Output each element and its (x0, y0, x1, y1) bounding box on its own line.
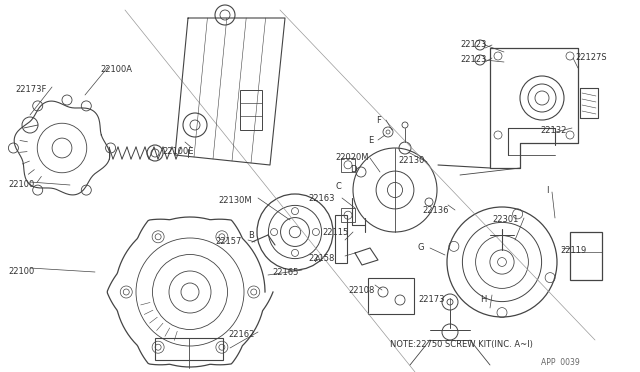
Bar (368, 278, 414, 314)
Text: C: C (336, 182, 342, 191)
Text: G: G (418, 243, 424, 252)
Text: 22158: 22158 (308, 254, 334, 263)
Text: 22100A: 22100A (100, 65, 132, 74)
Text: 22130: 22130 (398, 156, 424, 165)
Text: 22130M: 22130M (218, 196, 252, 205)
Text: 22115: 22115 (322, 228, 348, 237)
Bar (240, 90, 262, 130)
Text: D: D (350, 165, 356, 174)
Text: E: E (368, 136, 373, 145)
Text: APP  0039: APP 0039 (541, 358, 580, 367)
Text: 22100E: 22100E (162, 147, 193, 156)
Text: 22119: 22119 (560, 246, 586, 255)
Text: 22136: 22136 (422, 206, 449, 215)
Text: 22127S: 22127S (575, 53, 607, 62)
Text: 22132: 22132 (540, 126, 566, 135)
Text: 22108: 22108 (348, 286, 374, 295)
Text: B: B (248, 231, 254, 240)
Text: F: F (376, 116, 381, 125)
Bar (341, 158, 355, 172)
Text: 22173: 22173 (418, 295, 445, 304)
Text: 22301: 22301 (492, 215, 518, 224)
Text: 22157: 22157 (215, 237, 241, 246)
Text: I: I (546, 186, 548, 195)
Text: 22100: 22100 (8, 267, 35, 276)
Text: NOTE:22750 SCREW KIT(INC. A~I): NOTE:22750 SCREW KIT(INC. A~I) (390, 340, 533, 349)
Bar (155, 338, 223, 360)
Text: 22123: 22123 (460, 40, 486, 49)
Bar (341, 208, 355, 222)
Bar (570, 232, 602, 280)
Text: 22163: 22163 (308, 194, 335, 203)
Text: 22165: 22165 (272, 268, 298, 277)
Bar (335, 215, 347, 263)
Text: 22100: 22100 (8, 180, 35, 189)
Text: 22020M: 22020M (335, 153, 369, 162)
Text: A: A (315, 255, 321, 264)
Text: 22123: 22123 (460, 55, 486, 64)
Text: 22173F: 22173F (15, 85, 46, 94)
Text: 22162: 22162 (228, 330, 254, 339)
Text: H: H (480, 295, 486, 304)
